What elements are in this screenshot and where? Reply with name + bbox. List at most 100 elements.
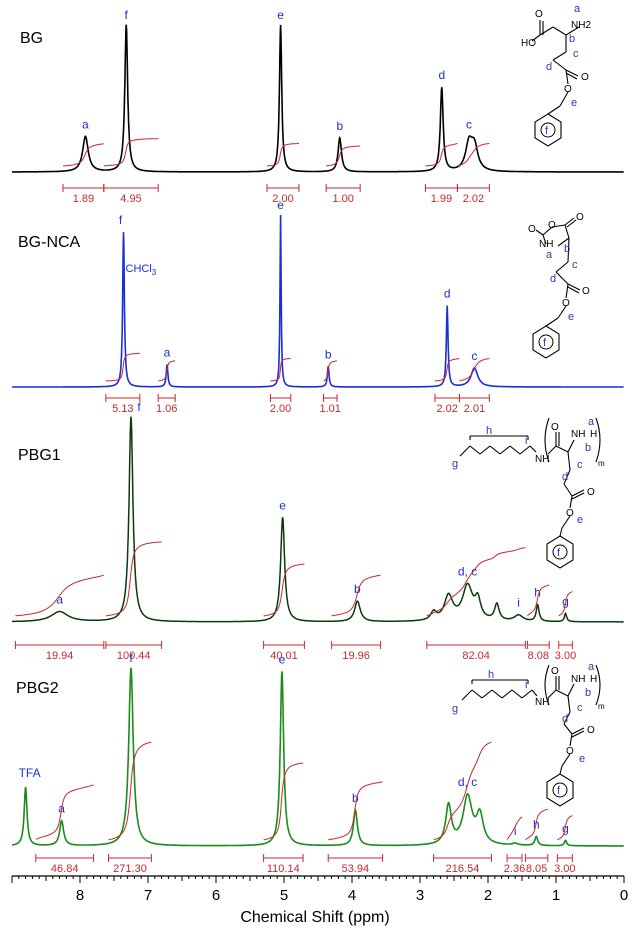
svg-text:c: c (577, 702, 583, 714)
integral-curve (35, 784, 94, 840)
integral-value: 216.54 (446, 863, 480, 875)
svg-text:O: O (548, 220, 556, 231)
integral-value: 8.08 (528, 650, 549, 662)
peak-label: e (277, 198, 284, 212)
integral-value: 2.00 (270, 403, 291, 415)
integral-value: 19.96 (342, 650, 370, 662)
integral-value: 3.00 (554, 863, 575, 875)
spectrum-line-pbg2 (12, 667, 624, 847)
peak-label: f (129, 651, 133, 665)
svg-text:d: d (562, 713, 568, 725)
svg-text:b: b (569, 33, 575, 45)
spectrum-title-pbg2: PBG2 (16, 680, 59, 697)
integral-curve (105, 541, 162, 617)
peak-label: d (438, 68, 445, 82)
structure-nca (532, 217, 581, 359)
integral-value: 1.01 (319, 403, 340, 415)
svg-text:O: O (564, 84, 572, 95)
integral-value: 2.01 (464, 403, 485, 415)
spectrum-line-bg (12, 24, 624, 173)
structure-bg-labels: a b c d e f (545, 3, 581, 137)
peak-label: a (56, 593, 63, 607)
integral-curve (266, 143, 299, 167)
x-tick-label: 3 (416, 887, 424, 904)
x-tick-label: 8 (76, 887, 84, 904)
svg-text:O: O (551, 422, 559, 433)
benzene-ring-pbg2 (552, 782, 568, 798)
structure-bg-atoms: O HO NH2 O O (521, 9, 591, 95)
integral-value: 1.00 (332, 193, 353, 205)
svg-text:NH: NH (535, 697, 549, 708)
svg-text:O: O (528, 224, 536, 235)
peak-label: f (125, 8, 129, 22)
peak-label: c (471, 349, 477, 363)
peak-label: e (277, 8, 284, 22)
svg-text:a: a (546, 249, 553, 261)
structure-pbg2-labels: a b c d e f g h i (452, 661, 595, 797)
svg-text:h: h (486, 425, 492, 437)
svg-text:c: c (572, 259, 578, 271)
peak-label: c (466, 118, 472, 132)
svg-text:b: b (585, 442, 591, 454)
svg-text:O: O (566, 746, 574, 757)
svg-text:f: f (545, 125, 549, 137)
integral-value: 1.89 (73, 193, 94, 205)
integral-value: 40.01 (270, 650, 298, 662)
svg-text:H: H (590, 429, 597, 440)
svg-text:e: e (571, 97, 577, 109)
integral-curve (326, 145, 361, 167)
integral-curve (426, 547, 526, 616)
spectrum-title-bg: BG (20, 30, 43, 47)
peak-label: f (119, 213, 123, 227)
peak-label: TFA (19, 766, 41, 780)
peak-label: f (137, 400, 141, 414)
structure-pbg1-labels: a b c d e f g h i (452, 416, 595, 559)
svg-text:HO: HO (521, 38, 536, 49)
spectrum-line-bg-nca (12, 214, 624, 388)
svg-text:d: d (562, 471, 568, 483)
integral-value: 8.05 (526, 863, 547, 875)
x-axis: 8 7 6 5 4 3 2 1 0 (11, 875, 628, 904)
peak-label: b (354, 582, 361, 596)
peak-label: b (352, 791, 359, 805)
svg-text:e: e (579, 753, 585, 765)
integral-curve (506, 816, 523, 840)
benzene-ring-bg (540, 122, 556, 138)
structure-nca-atoms: O O O NH O O (528, 212, 590, 309)
integral-curve (263, 762, 304, 841)
integral-curve (105, 352, 140, 382)
integral-value: 2.02 (436, 403, 457, 415)
peak-label: i (514, 824, 517, 838)
annotation-chcl3: CHCl3 (126, 263, 157, 277)
integral-value: 46.84 (51, 863, 79, 875)
peak-label: d, c (458, 775, 477, 789)
integral-value: 5.13 (112, 403, 133, 415)
peak-label: d, c (458, 564, 477, 578)
peak-label: a (82, 117, 89, 131)
peak-label: a (164, 346, 171, 360)
structure-nca-labels: a b c d e f (543, 243, 578, 349)
integral-value: 53.94 (342, 863, 370, 875)
integral-curve (15, 574, 104, 617)
integral-curve (63, 143, 104, 167)
structure-pbg1 (459, 417, 601, 569)
svg-text:i: i (525, 679, 527, 691)
repeat-subscript-pbg1: m (598, 459, 605, 468)
svg-text:a: a (588, 661, 595, 673)
integral-curve (331, 574, 381, 617)
svg-text:f: f (557, 547, 561, 559)
integral-curve (328, 781, 383, 841)
integral-value: 82.04 (462, 650, 490, 662)
benzene-ring-nca (538, 334, 554, 350)
svg-text:d: d (550, 273, 556, 285)
integral-value: 110.14 (267, 863, 300, 875)
svg-text:d: d (546, 61, 552, 73)
svg-text:NH: NH (539, 239, 553, 250)
x-axis-title: Chemical Shift (ppm) (240, 909, 389, 926)
integral-curve (158, 360, 176, 382)
integral-curve (263, 563, 305, 617)
svg-text:O: O (566, 508, 574, 519)
